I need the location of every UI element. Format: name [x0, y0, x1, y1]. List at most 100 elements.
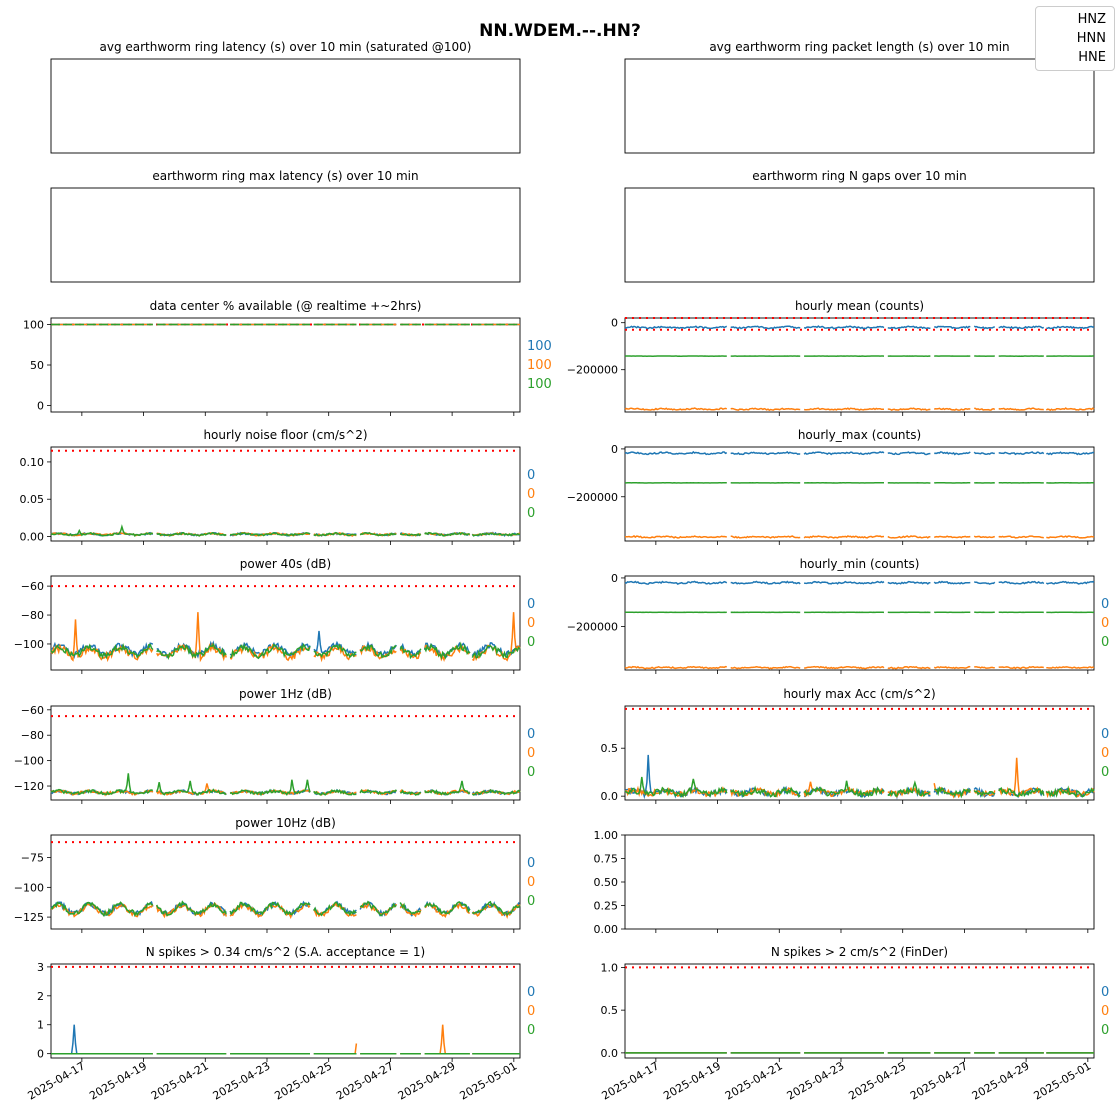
- panel-frame-p11: [624, 705, 1095, 801]
- panel-title-p10: power 1Hz (dB): [239, 687, 332, 701]
- panel-frame-p7: [624, 446, 1095, 542]
- y-tick-label-p11: 0.5: [601, 742, 619, 755]
- panel-frame-p13: [624, 834, 1095, 930]
- side-label-p10-hnn: 0: [527, 746, 535, 761]
- y-tick-label-p6: 0.05: [20, 493, 45, 506]
- panel-title-p15: N spikes > 2 cm/s^2 (FinDer): [771, 945, 948, 959]
- x-tick-label-p14: 2025-04-17: [25, 1059, 87, 1102]
- side-label-p11-hnz: 0: [1101, 727, 1109, 742]
- series-line-p5-hnz: [624, 325, 1095, 330]
- side-label-p10-hnz: 0: [527, 727, 535, 742]
- side-label-p14-hne: 0: [527, 1023, 535, 1038]
- y-tick-label-p14: 1: [37, 1019, 44, 1032]
- y-tick-label-p8: −100: [14, 638, 44, 651]
- x-tick-label-p14: 2025-04-19: [87, 1059, 149, 1102]
- x-tick-label-p15: 2025-04-27: [908, 1059, 970, 1102]
- y-tick-label-p15: 1.0: [601, 961, 619, 974]
- panel-frame-p10: [50, 705, 521, 801]
- y-tick-label-p10: −60: [21, 704, 44, 717]
- side-label-p8-hnn: 0: [527, 616, 535, 631]
- side-label-p15-hnz: 0: [1101, 985, 1109, 1000]
- series-line-p9-hnz: [624, 580, 1095, 585]
- side-label-p15-hne: 0: [1101, 1023, 1109, 1038]
- y-tick-label-p6: 0.00: [20, 531, 45, 544]
- side-label-p11-hne: 0: [1101, 765, 1109, 780]
- side-label-p6-hne: 0: [527, 506, 535, 521]
- side-label-p8-hne: 0: [527, 635, 535, 650]
- side-label-p9-hnz: 0: [1101, 597, 1109, 612]
- y-tick-label-p10: −100: [14, 755, 44, 768]
- y-tick-label-p15: 0.0: [601, 1047, 619, 1060]
- y-tick-label-p4: 100: [23, 318, 44, 331]
- x-tick-label-p15: 2025-04-21: [723, 1059, 785, 1102]
- panel-title-p6: hourly noise floor (cm/s^2): [203, 428, 367, 442]
- y-tick-label-p13: 0.25: [594, 900, 619, 913]
- side-label-p12-hnz: 0: [527, 856, 535, 871]
- series-line-p12-hne: [50, 900, 521, 918]
- series-line-p6-hne: [50, 524, 520, 537]
- x-tick-label-p15: 2025-05-01: [1031, 1059, 1093, 1102]
- x-tick-label-p15: 2025-04-23: [785, 1059, 847, 1102]
- y-tick-label-p10: −80: [21, 729, 44, 742]
- panel-title-p8: power 40s (dB): [240, 557, 331, 571]
- legend-entry-hne: HNE: [1078, 50, 1106, 65]
- panel-frame-p0: [50, 58, 521, 154]
- y-tick-label-p7: −200000: [567, 491, 618, 504]
- side-label-p4-hne: 100: [527, 377, 552, 392]
- x-tick-label-p14: 2025-04-21: [149, 1059, 211, 1102]
- panel-frame-p1: [624, 58, 1095, 154]
- side-label-p9-hne: 0: [1101, 635, 1109, 650]
- series-line-p8-hne: [50, 641, 521, 660]
- series-line-p9-hnn: [624, 665, 1095, 670]
- y-tick-label-p13: 0.50: [594, 876, 619, 889]
- panel-title-p1: avg earthworm ring packet length (s) ove…: [709, 40, 1009, 54]
- side-label-p6-hnz: 0: [527, 468, 535, 483]
- x-tick-label-p14: 2025-05-01: [457, 1059, 519, 1102]
- series-line-p10-hne: [50, 773, 521, 797]
- legend-entry-hnz: HNZ: [1077, 12, 1106, 27]
- series-line-p14-hnn: [51, 1024, 520, 1055]
- x-tick-label-p15: 2025-04-25: [846, 1059, 908, 1102]
- panel-title-p3: earthworm ring N gaps over 10 min: [752, 169, 966, 183]
- x-tick-label-p15: 2025-04-17: [599, 1059, 661, 1102]
- series-line-p14-hnz: [51, 1024, 520, 1055]
- series-line-p7-hnz: [624, 450, 1095, 456]
- panel-frame-p8: [50, 575, 521, 671]
- y-tick-label-p13: 0.75: [594, 853, 619, 866]
- y-tick-label-p10: −120: [14, 780, 44, 793]
- panel-title-p7: hourly_max (counts): [798, 428, 921, 442]
- y-tick-label-p12: −75: [21, 852, 44, 865]
- y-tick-label-p8: −80: [21, 609, 44, 622]
- x-tick-label-p14: 2025-04-29: [396, 1059, 458, 1102]
- y-tick-label-p9: 0: [611, 572, 618, 585]
- series-line-p7-hnn: [624, 534, 1095, 539]
- panel-frame-p6: [50, 446, 521, 542]
- y-tick-label-p13: 0.00: [594, 923, 619, 936]
- y-tick-label-p14: 3: [37, 961, 44, 974]
- side-label-p4-hnn: 100: [527, 358, 552, 373]
- side-label-p4-hnz: 100: [527, 339, 552, 354]
- side-label-p11-hnn: 0: [1101, 746, 1109, 761]
- y-tick-label-p14: 2: [37, 990, 44, 1003]
- panel-title-p0: avg earthworm ring latency (s) over 10 m…: [100, 40, 472, 54]
- panel-title-p14: N spikes > 0.34 cm/s^2 (S.A. acceptance …: [146, 945, 425, 959]
- side-label-p6-hnn: 0: [527, 487, 535, 502]
- side-label-p15-hnn: 0: [1101, 1004, 1109, 1019]
- panel-title-p2: earthworm ring max latency (s) over 10 m…: [152, 169, 418, 183]
- panel-title-p5: hourly mean (counts): [795, 299, 924, 313]
- legend: HNZ HNN HNE: [1035, 6, 1115, 71]
- x-tick-label-p15: 2025-04-19: [661, 1059, 723, 1102]
- y-tick-label-p4: 0: [37, 400, 44, 413]
- panel-title-p11: hourly max Acc (cm/s^2): [783, 687, 935, 701]
- y-tick-label-p8: −60: [21, 580, 44, 593]
- series-line-p11-hne: [624, 776, 1095, 799]
- panel-title-p9: hourly_min (counts): [800, 557, 920, 571]
- y-tick-label-p12: −100: [14, 881, 44, 894]
- y-tick-label-p13: 1.00: [594, 829, 619, 842]
- panel-title-p12: power 10Hz (dB): [235, 816, 336, 830]
- side-label-p10-hne: 0: [527, 765, 535, 780]
- x-tick-label-p14: 2025-04-23: [211, 1059, 273, 1102]
- x-tick-label-p14: 2025-04-27: [334, 1059, 396, 1102]
- side-label-p14-hnn: 0: [527, 1004, 535, 1019]
